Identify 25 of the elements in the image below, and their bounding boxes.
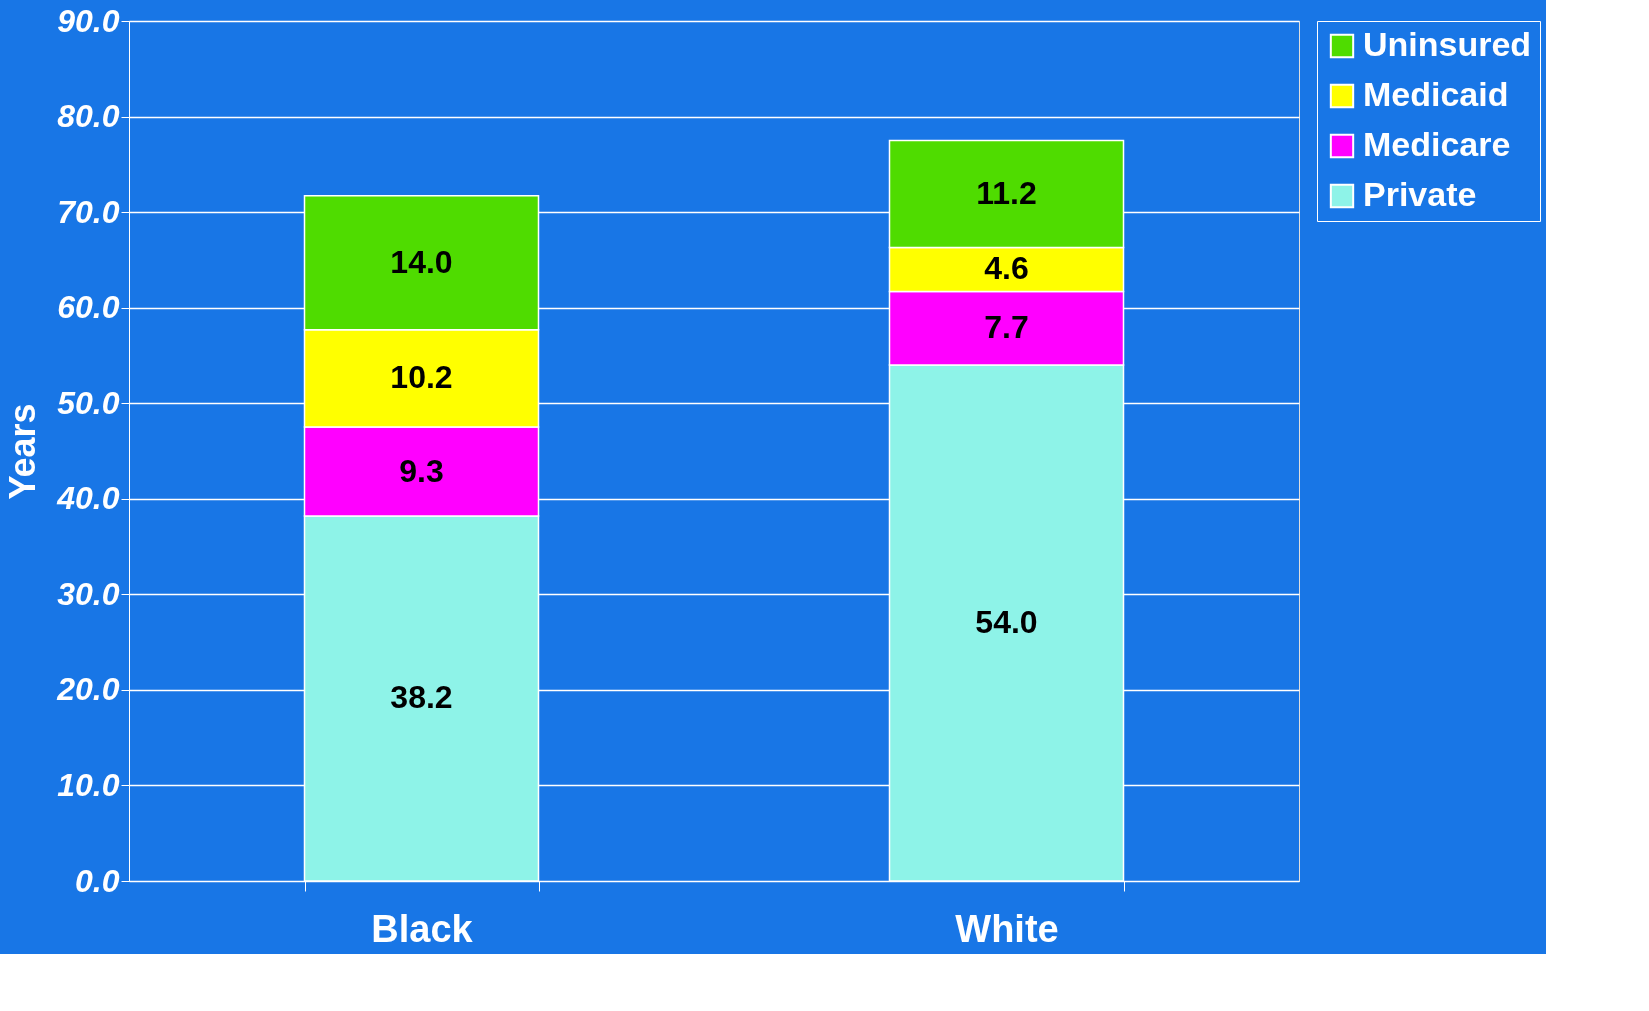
data-label: 7.7 [984,309,1029,346]
data-label: 10.2 [390,359,453,396]
y-tick-label: 80.0 [57,98,120,135]
y-tick-label: 90.0 [57,2,120,39]
data-label: 9.3 [399,452,444,489]
y-tick-label: 30.0 [57,575,120,612]
y-tick-label: 20.0 [56,671,120,708]
data-label: 4.6 [984,250,1029,287]
y-tick-label: 0.0 [75,862,120,899]
data-label: 38.2 [390,679,453,716]
data-label: 11.2 [976,174,1037,211]
y-axis-title: Years [2,403,44,500]
legend-label: Uninsured [1363,25,1532,63]
legend-label: Medicare [1363,125,1511,163]
y-tick-label: 50.0 [57,384,120,421]
y-tick-label: 40.0 [56,480,120,517]
x-tick-label: Black [371,907,474,950]
data-label: 54.0 [975,604,1038,640]
x-tick-label: White [955,907,1059,950]
legend-label: Private [1363,175,1477,213]
legend-label: Medicaid [1363,75,1509,113]
y-tick-label: 10.0 [57,766,120,803]
y-tick-label: 60.0 [57,289,120,326]
y-tick-label: 70.0 [57,193,120,230]
data-label: 14.0 [390,243,453,280]
